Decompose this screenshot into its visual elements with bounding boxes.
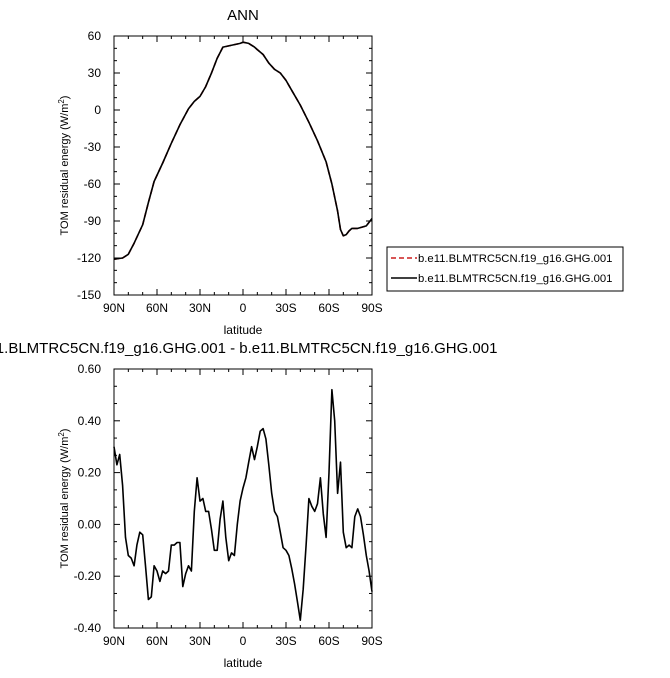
- chart-title: ANN: [227, 7, 259, 24]
- y-tick-label: 0.20: [78, 466, 102, 480]
- legend-label-1: b.e11.BLMTRC5CN.f19_g16.GHG.001: [418, 253, 612, 265]
- x-tick-label: 30S: [275, 301, 296, 315]
- x-tick-label: 60S: [318, 301, 339, 315]
- difference-chart: 11.BLMTRC5CN.f19_g16.GHG.001 - b.e11.BLM…: [0, 340, 497, 670]
- chart-title: 11.BLMTRC5CN.f19_g16.GHG.001 - b.e11.BLM…: [0, 340, 497, 357]
- x-axis-label: latitude: [224, 323, 263, 337]
- plot-frame: [113, 35, 373, 296]
- x-tick-label: 60N: [146, 634, 168, 648]
- y-tick-label: 60: [88, 29, 102, 43]
- legend-label-2: b.e11.BLMTRC5CN.f19_g16.GHG.001: [418, 273, 612, 285]
- y-tick-label: -90: [84, 214, 102, 228]
- y-tick-label: 0.40: [78, 414, 102, 428]
- y-tick-label: -0.40: [74, 621, 102, 635]
- top-chart: ANN 90N 60N 30N 0 30S 60S 90S 60 30 0 -30 -60 -90 -120…: [57, 7, 624, 337]
- y-tick-label: 0.60: [78, 362, 102, 376]
- x-tick-label: 30S: [275, 634, 296, 648]
- x-tick-label: 90S: [361, 634, 382, 648]
- x-tick-label: 90N: [103, 634, 125, 648]
- series-line-1: [113, 388, 373, 622]
- y-tick-label: 30: [88, 66, 102, 80]
- y-tick-label: -150: [77, 288, 101, 302]
- x-tick-label: 0: [240, 634, 247, 648]
- x-tick-label: 30N: [189, 634, 211, 648]
- legend-box: [386, 246, 624, 292]
- series-line-2: [113, 41, 373, 260]
- x-tick-label: 60N: [146, 301, 168, 315]
- y-axis-label: TOM residual energy (W/m2): [57, 429, 72, 569]
- x-tick-label: 60S: [318, 634, 339, 648]
- y-tick-label: 0: [94, 103, 101, 117]
- x-tick-label: 90N: [103, 301, 125, 315]
- y-tick-label: -0.20: [74, 569, 102, 583]
- y-tick-label: -120: [77, 251, 101, 265]
- legend: b.e11.BLMTRC5CN.f19_g16.GHG.001 b.e11.BLM…: [386, 246, 624, 292]
- x-tick-label: 0: [240, 301, 247, 315]
- y-tick-label: -30: [84, 140, 102, 154]
- y-tick-label: -60: [84, 177, 102, 191]
- x-tick-label: 90S: [361, 301, 382, 315]
- y-tick-label: 0.00: [78, 517, 102, 531]
- x-tick-label: 30N: [189, 301, 211, 315]
- y-axis-label: TOM residual energy (W/m2): [57, 96, 72, 236]
- x-axis-label: latitude: [224, 656, 263, 670]
- series-line-1: [113, 41, 373, 260]
